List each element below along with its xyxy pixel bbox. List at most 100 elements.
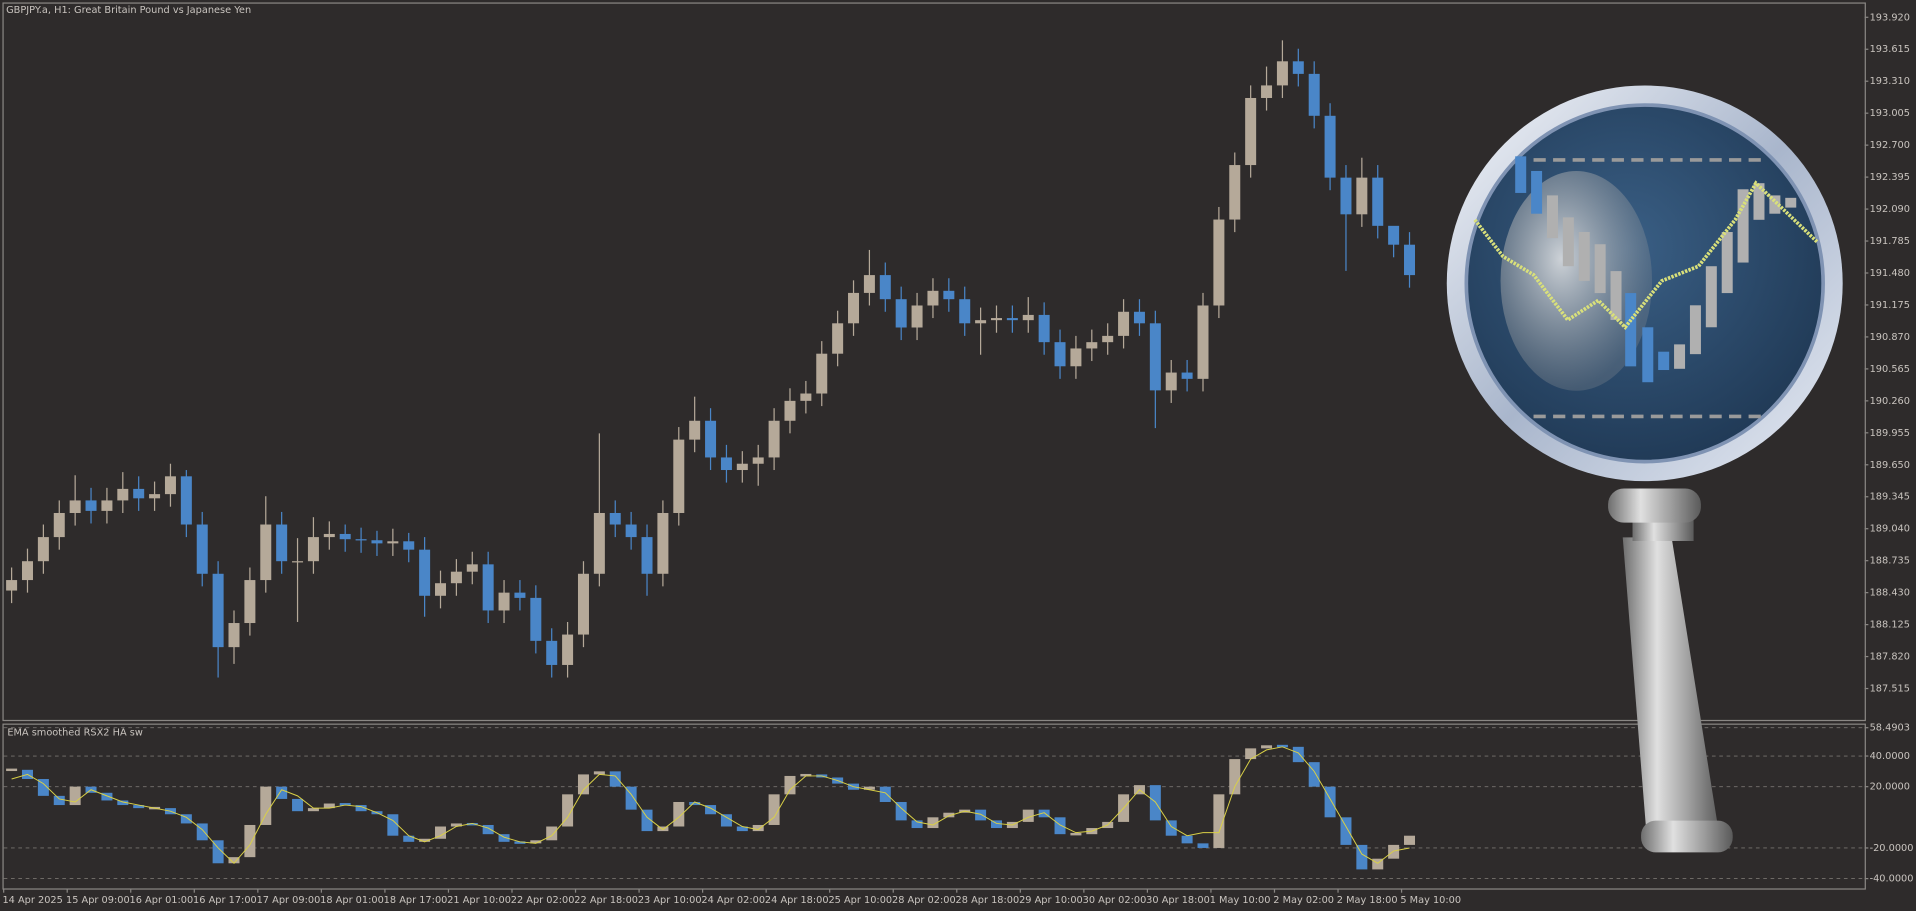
candle-body: [164, 476, 176, 495]
candle-body: [641, 537, 653, 574]
x-tick-label: 28 Apr 02:00: [892, 895, 956, 906]
y-tick-label: -20.0000: [1870, 843, 1914, 854]
y-tick-label: 193.310: [1870, 76, 1910, 87]
candle-body: [1118, 311, 1130, 336]
candle-body: [419, 549, 431, 596]
candle-body: [1165, 372, 1177, 391]
chart-title: GBPJPY.a, H1: Great Britain Pound vs Jap…: [6, 5, 251, 16]
ha-bar: [657, 826, 669, 832]
x-tick-label: 30 Apr 18:00: [1146, 895, 1210, 906]
candle-body: [1356, 177, 1368, 215]
candle-body: [673, 439, 685, 513]
y-tick-label: 189.650: [1870, 460, 1910, 471]
candle-body: [1388, 225, 1400, 245]
ha-bar: [1070, 832, 1082, 836]
ha-bar: [689, 801, 701, 806]
candle-body: [1213, 219, 1225, 306]
ha-bar: [6, 768, 18, 772]
candle-body: [212, 573, 224, 648]
candle-body: [1054, 342, 1066, 367]
candle-body: [276, 524, 288, 562]
candle-body: [863, 275, 875, 293]
x-tick-label: 5 May 10:00: [1400, 895, 1461, 906]
candle-body: [625, 524, 637, 538]
candle-body: [768, 420, 780, 458]
candle-body: [1070, 348, 1082, 367]
ha-bar: [355, 805, 367, 812]
x-tick-label: 2 May 18:00: [1337, 895, 1398, 906]
candle-body: [1276, 61, 1288, 86]
ha-bar: [260, 786, 272, 825]
candle-body: [498, 592, 510, 611]
candle-body: [1197, 305, 1209, 379]
ha-bar: [609, 771, 621, 787]
candle-body: [530, 597, 542, 641]
ha-bar: [1038, 809, 1050, 818]
x-tick-label: 18 Apr 17:00: [384, 895, 448, 906]
candle-body: [180, 476, 192, 525]
x-tick-label: 17 Apr 09:00: [257, 895, 321, 906]
candle-body: [1006, 318, 1018, 321]
candle-body: [37, 537, 49, 562]
ha-bar: [1197, 843, 1209, 848]
ha-bar: [180, 814, 192, 824]
candle-body: [1324, 115, 1336, 178]
x-tick-label: 18 Apr 01:00: [320, 895, 384, 906]
y-tick-label: 40.0000: [1870, 751, 1910, 762]
x-tick-label: 28 Apr 18:00: [956, 895, 1020, 906]
candle-body: [85, 500, 97, 511]
ha-bar: [975, 809, 987, 821]
ha-bar: [37, 779, 49, 796]
y-tick-label: 190.565: [1870, 364, 1910, 375]
ha-bar: [641, 809, 653, 832]
ha-bar: [879, 786, 891, 802]
candle-body: [117, 488, 129, 501]
candle-body: [546, 640, 558, 665]
ha-bar: [562, 794, 574, 827]
ha-bar: [990, 820, 1002, 829]
candle-body: [1149, 323, 1161, 391]
ha-bar: [101, 792, 113, 801]
ha-bar: [736, 826, 748, 832]
y-tick-label: 188.430: [1870, 588, 1910, 599]
x-tick-label: 21 Apr 10:00: [447, 895, 511, 906]
ha-bar: [1292, 746, 1304, 763]
candle-body: [450, 571, 462, 584]
y-tick-label: 189.040: [1870, 524, 1910, 535]
candle-body: [21, 561, 33, 581]
ha-bar: [895, 801, 907, 821]
ha-bar: [784, 775, 796, 795]
signal-line: [11, 746, 1410, 864]
ha-bar: [133, 805, 145, 809]
ha-bar: [943, 812, 955, 818]
x-tick-label: 16 Apr 01:00: [130, 895, 194, 906]
y-tick-label: 187.515: [1870, 684, 1910, 695]
candle-body: [1102, 335, 1114, 343]
y-tick-label: 20.0000: [1870, 782, 1910, 793]
candle-body: [482, 564, 494, 611]
ha-bar: [244, 824, 256, 858]
ha-bar: [466, 822, 478, 826]
y-tick-label: 187.820: [1870, 652, 1910, 663]
ha-bar: [752, 824, 764, 832]
x-tick-label: 29 Apr 10:00: [1019, 895, 1083, 906]
indicator-panel: [2, 723, 1866, 890]
handle-collar: [1608, 488, 1701, 523]
candle-body: [911, 305, 923, 328]
candle-body: [339, 533, 351, 540]
lens-line-series: [1473, 180, 1819, 331]
y-tick-label: 193.005: [1870, 108, 1910, 119]
ha-bar: [53, 795, 65, 806]
ha-bar: [1324, 786, 1336, 818]
y-tick-label: 190.870: [1870, 332, 1910, 343]
x-tick-label: 24 Apr 02:00: [701, 895, 765, 906]
x-tick-label: 2 May 02:00: [1273, 895, 1334, 906]
candle-body: [292, 561, 304, 563]
y-tick-label: 192.090: [1870, 204, 1910, 215]
candle-body: [307, 537, 319, 562]
candle-body: [927, 290, 939, 306]
candle-body: [879, 275, 891, 300]
ha-bar: [1404, 835, 1416, 845]
candle-body: [562, 634, 574, 665]
